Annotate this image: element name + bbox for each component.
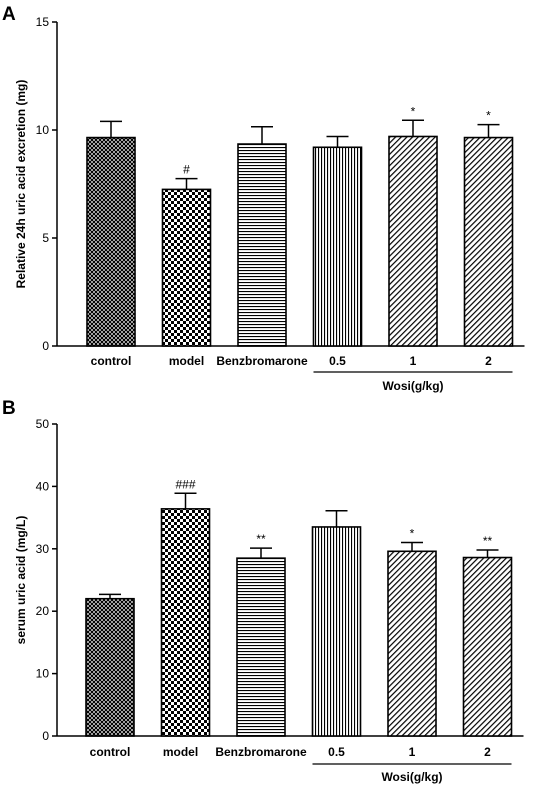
bar-Benzbromarone bbox=[237, 143, 287, 347]
y-tick-label: 20 bbox=[36, 604, 50, 618]
x-tick-label: model bbox=[163, 745, 198, 759]
x-tick-label: 0.5 bbox=[329, 354, 346, 368]
bar-Benzbromarone bbox=[236, 557, 286, 737]
y-tick-label: 15 bbox=[36, 15, 50, 29]
x-tick-label: 0.5 bbox=[328, 745, 345, 759]
bar-0.5 bbox=[311, 526, 362, 737]
bar-1 bbox=[387, 550, 437, 737]
panel-letter: A bbox=[2, 4, 16, 25]
bar-2 bbox=[463, 136, 514, 347]
significance-marker: ### bbox=[175, 477, 195, 491]
y-tick-label: 30 bbox=[36, 542, 50, 556]
bar-0.5 bbox=[312, 146, 363, 347]
group-label: Wosi(g/kg) bbox=[381, 770, 442, 784]
x-tick-label: 1 bbox=[409, 745, 416, 759]
significance-marker: ** bbox=[483, 534, 493, 548]
significance-marker: * bbox=[486, 109, 491, 123]
x-tick-label: 1 bbox=[410, 354, 417, 368]
bar-model bbox=[160, 508, 211, 737]
y-tick-label: 5 bbox=[42, 231, 49, 245]
y-axis-label: Relative 24h uric acid excretion (mg) bbox=[14, 80, 28, 289]
y-tick-label: 50 bbox=[36, 417, 50, 431]
bar-model bbox=[161, 188, 212, 347]
bar-control bbox=[86, 136, 136, 347]
x-tick-label: control bbox=[90, 745, 131, 759]
significance-marker: * bbox=[411, 104, 416, 118]
x-tick-label: control bbox=[91, 354, 132, 368]
panel-letter: B bbox=[2, 398, 16, 419]
y-axis-label: serum uric acid (mg/L) bbox=[14, 516, 28, 645]
significance-marker: # bbox=[183, 163, 190, 177]
group-label: Wosi(g/kg) bbox=[382, 379, 443, 393]
bar-2 bbox=[462, 556, 513, 737]
y-tick-label: 0 bbox=[42, 339, 49, 353]
bar-control bbox=[85, 597, 135, 737]
y-tick-label: 40 bbox=[36, 479, 50, 493]
bar-1 bbox=[388, 135, 438, 347]
x-tick-label: 2 bbox=[484, 745, 491, 759]
significance-marker: ** bbox=[256, 532, 266, 546]
y-tick-label: 10 bbox=[36, 123, 50, 137]
panel-a: A Relative 24h uric acid excretion (mg) 0 5… bbox=[2, 4, 525, 393]
x-tick-label: model bbox=[169, 354, 204, 368]
x-tick-label: 2 bbox=[485, 354, 492, 368]
y-tick-label: 10 bbox=[36, 667, 50, 681]
x-tick-label: Benzbromarone bbox=[215, 745, 307, 759]
significance-marker: * bbox=[410, 527, 415, 541]
x-tick-label: Benzbromarone bbox=[216, 354, 308, 368]
y-tick-label: 0 bbox=[42, 729, 49, 743]
